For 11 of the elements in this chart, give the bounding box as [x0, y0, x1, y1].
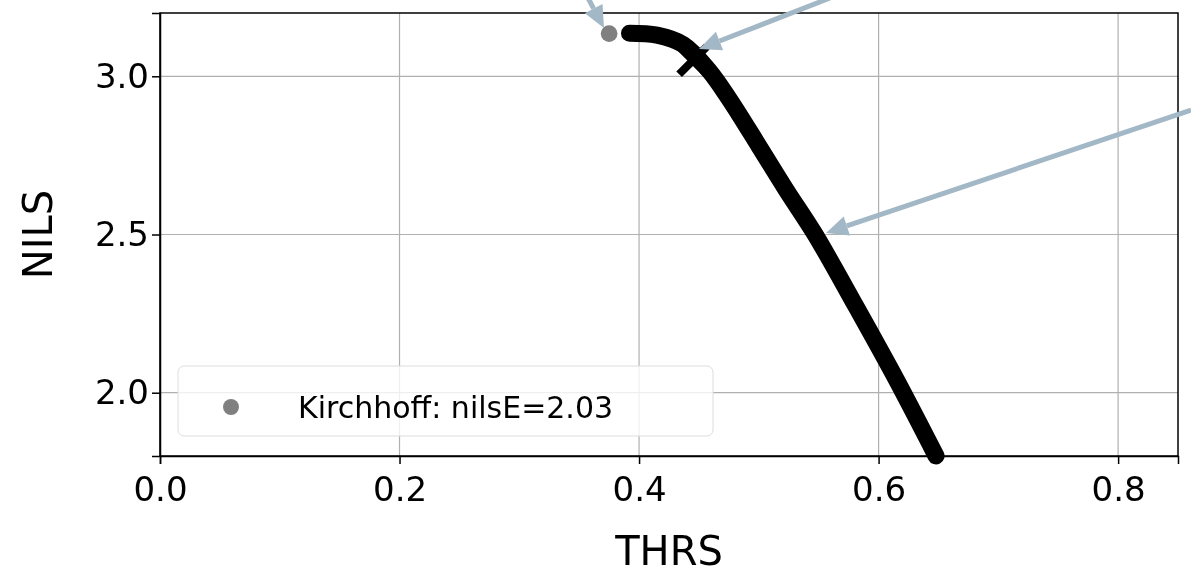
- y-tick-label: 2.5: [94, 213, 149, 254]
- x-tick-label: 0.8: [1091, 469, 1146, 509]
- x-tick-label: 0.2: [372, 469, 428, 509]
- x-tick-label: 0.4: [612, 469, 667, 509]
- y-tick-label: 3.0: [94, 55, 149, 96]
- x-tick-label: 0.0: [133, 469, 188, 509]
- y-axis-title: NILS: [15, 189, 61, 280]
- x-axis-title: THRS: [614, 528, 723, 574]
- legend-label: Kirchhoff: nilsE=2.03: [298, 390, 614, 425]
- y-tick-label: 2.0: [94, 372, 149, 413]
- x-tick-label: 0.6: [852, 469, 907, 509]
